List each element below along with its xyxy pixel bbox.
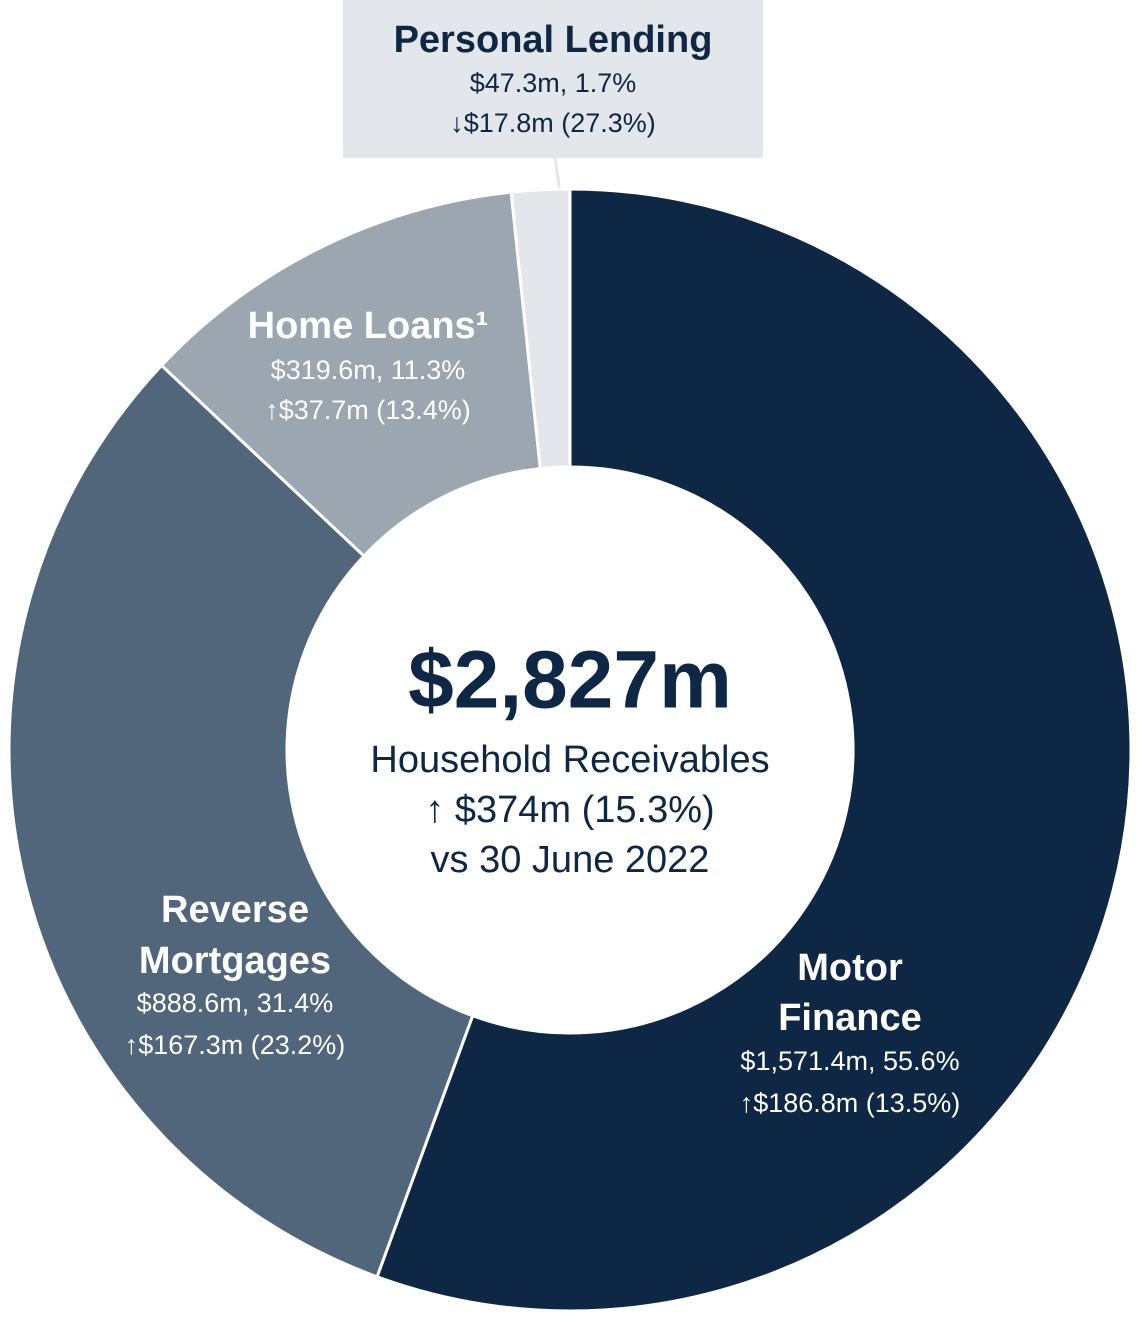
slice: [7, 363, 475, 1279]
slice: [509, 187, 572, 471]
center-total: $2,827m: [408, 635, 732, 726]
value-label: $319.6m, 11.3%: [271, 355, 466, 385]
change-label: ↑$37.7m (13.4%): [265, 395, 471, 425]
slice-label: Motor Finance: [778, 947, 922, 1039]
slice-label: Reverse Mortgages: [139, 889, 331, 982]
slice: [375, 187, 1133, 1313]
center-change: ↑ $374m (15.3%): [425, 789, 714, 831]
slice: [159, 190, 542, 559]
callout-box: [343, 0, 763, 158]
value-label: $888.6m, 31.4%: [137, 988, 334, 1018]
value-label: $47.3m, 1.7%: [470, 68, 637, 98]
leader-line: [553, 157, 562, 193]
change-label: ↓$17.8m (27.3%): [450, 108, 656, 138]
slice-label: Home Loans¹: [248, 305, 489, 347]
value-label: $1,571.4m, 55.6%: [740, 1046, 959, 1076]
center-note: vs 30 June 2022: [431, 839, 710, 881]
change-label: ↑$167.3m (23.2%): [125, 1030, 346, 1060]
center-subtitle: Household Receivables: [370, 739, 769, 781]
change-label: ↑$186.8m (13.5%): [740, 1088, 961, 1118]
slice-label: Personal Lending: [394, 19, 713, 61]
